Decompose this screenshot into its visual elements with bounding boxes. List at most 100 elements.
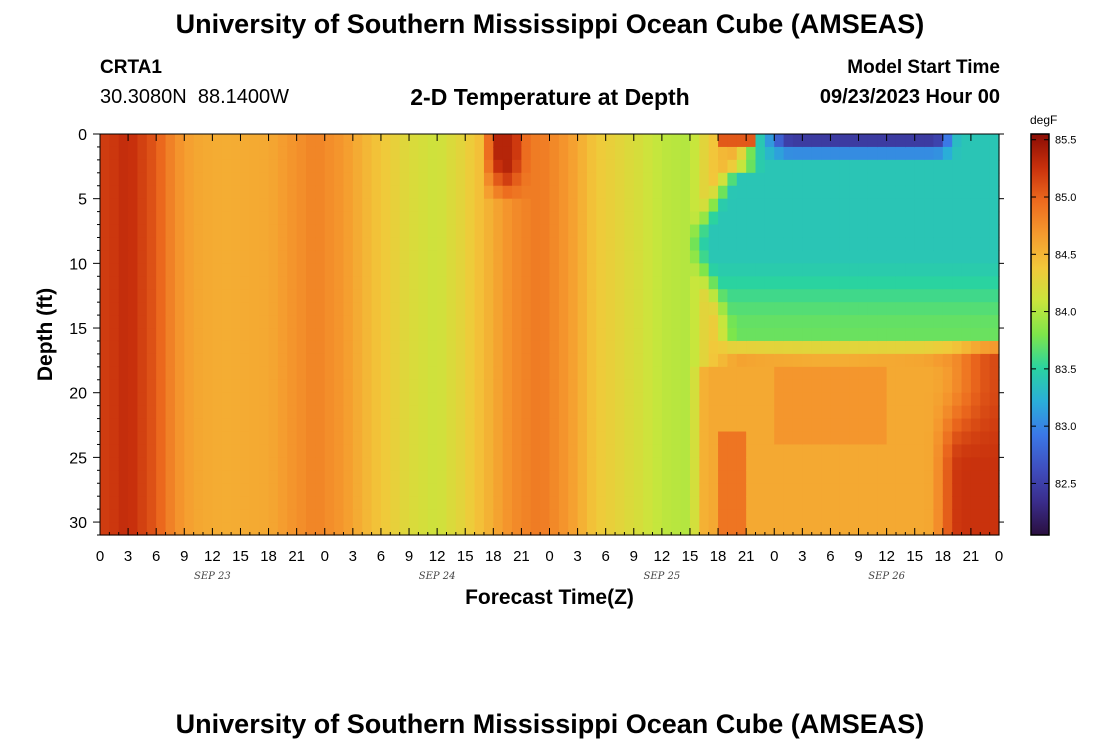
heatmap-cell (867, 431, 878, 446)
heatmap-cell (755, 146, 766, 161)
heatmap-cell (783, 340, 794, 355)
heatmap-cell (296, 315, 307, 329)
heatmap-cell (156, 496, 167, 510)
heatmap-cell (643, 134, 654, 148)
heatmap-cell (746, 198, 757, 213)
heatmap-cell (418, 457, 429, 471)
heatmap-cell (483, 509, 494, 523)
heatmap-cell (980, 289, 991, 303)
heatmap-cell (540, 263, 551, 277)
heatmap-cell (483, 224, 494, 239)
heatmap-cell (961, 172, 972, 187)
heatmap-cell (371, 263, 382, 277)
heatmap-cell (942, 159, 953, 174)
heatmap-cell (334, 224, 345, 239)
heatmap-cell (203, 509, 213, 523)
heatmap-cell (596, 457, 607, 471)
heatmap-cell (624, 146, 635, 161)
heatmap-cell (203, 366, 213, 381)
heatmap-cell (540, 418, 551, 433)
heatmap-cell (530, 522, 541, 536)
heatmap-cell (961, 263, 972, 277)
heatmap-cell (128, 250, 139, 264)
heatmap-cell (268, 353, 279, 368)
heatmap-cell (839, 366, 850, 381)
heatmap-cell (605, 496, 616, 510)
heatmap-cell (764, 392, 775, 407)
heatmap-cell (671, 224, 682, 239)
heatmap-cell (184, 276, 195, 290)
heatmap-cell (821, 328, 832, 342)
heatmap-cell (409, 392, 419, 407)
heatmap-cell (867, 159, 878, 174)
heatmap-cell (184, 483, 195, 497)
heatmap-cell (708, 353, 719, 368)
heatmap-cell (605, 276, 616, 290)
heatmap-cell (268, 457, 279, 471)
heatmap-cell (324, 496, 335, 510)
heatmap-cell (905, 444, 916, 458)
heatmap-cell (708, 418, 719, 433)
heatmap-cell (128, 185, 139, 200)
heatmap-cell (352, 276, 363, 290)
heatmap-cell (914, 315, 925, 329)
colorbar-tick-label: 84.0 (1055, 307, 1076, 319)
heatmap-cell (661, 289, 672, 303)
heatmap-cell (380, 340, 391, 355)
heatmap-cell (259, 431, 270, 446)
heatmap-cell (268, 146, 279, 161)
heatmap-cell (521, 470, 532, 484)
heatmap-cell (315, 522, 326, 536)
heatmap-cell (596, 392, 607, 407)
heatmap-cell (203, 250, 213, 264)
heatmap-cell (736, 224, 747, 239)
heatmap-cell (577, 405, 588, 420)
heatmap-cell (849, 522, 860, 536)
heatmap-cell (174, 483, 185, 497)
heatmap-cell (221, 470, 232, 484)
heatmap-cell (502, 315, 513, 329)
heatmap-cell (287, 328, 298, 342)
heatmap-cell (287, 250, 298, 264)
heatmap-cell (689, 185, 700, 200)
heatmap-cell (409, 522, 419, 536)
heatmap-cell (942, 470, 953, 484)
heatmap-cell (540, 470, 551, 484)
heatmap-cell (886, 483, 897, 497)
heatmap-cell (371, 405, 382, 420)
heatmap-cell (605, 431, 616, 446)
heatmap-cell (736, 483, 747, 497)
heatmap-cell (905, 509, 916, 523)
heatmap-cell (652, 159, 663, 174)
heatmap-cell (174, 185, 185, 200)
heatmap-cell (764, 250, 775, 264)
heatmap-cell (203, 328, 213, 342)
heatmap-cell (100, 211, 110, 226)
heatmap-cell (549, 431, 560, 446)
heatmap-cell (109, 379, 120, 394)
heatmap-cell (605, 185, 616, 200)
heatmap-cell (156, 509, 167, 523)
heatmap-cell (746, 444, 757, 458)
heatmap-cell (100, 302, 110, 316)
heatmap-cell (605, 444, 616, 458)
heatmap-cell (249, 457, 260, 471)
heatmap-cell (203, 276, 213, 290)
heatmap-cell (231, 405, 242, 420)
heatmap-cell (671, 211, 682, 226)
x-tick-label: 3 (573, 548, 581, 565)
heatmap-cell (380, 146, 391, 161)
heatmap-cell (100, 224, 110, 239)
heatmap-cell (249, 211, 260, 226)
heatmap-cell (624, 483, 635, 497)
heatmap-cell (914, 418, 925, 433)
heatmap-cell (764, 172, 775, 187)
heatmap-cell (924, 483, 935, 497)
heatmap-cell (212, 470, 223, 484)
heatmap-cell (212, 276, 223, 290)
heatmap-cell (633, 483, 644, 497)
heatmap-cell (109, 302, 120, 316)
heatmap-cell (867, 315, 878, 329)
heatmap-cell (343, 250, 354, 264)
heatmap-cell (961, 134, 972, 148)
